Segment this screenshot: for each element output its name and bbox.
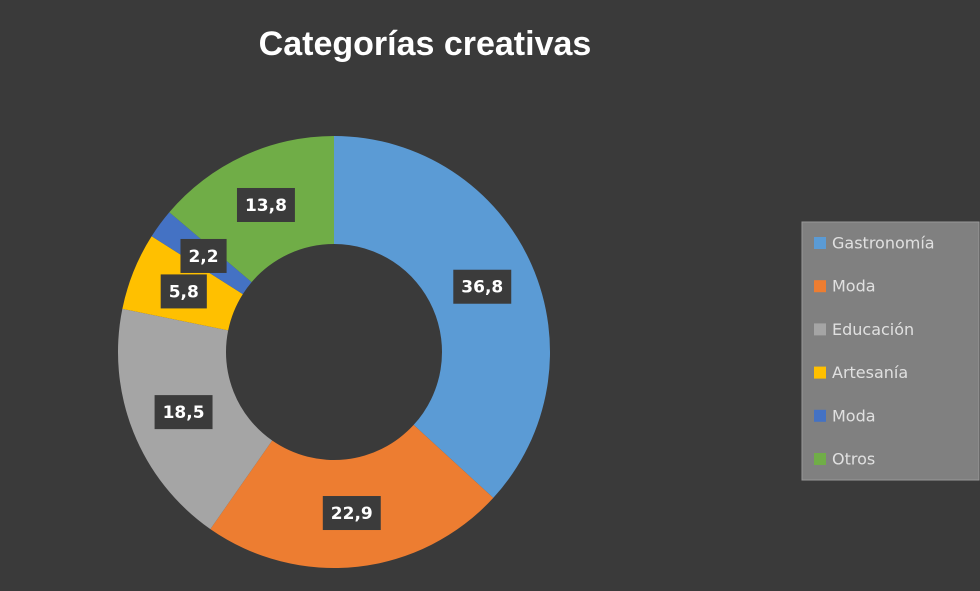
legend-swatch xyxy=(814,280,826,293)
legend-swatch xyxy=(814,323,826,336)
data-label: 22,9 xyxy=(331,504,373,524)
data-label: 18,5 xyxy=(163,403,205,423)
legend-swatch xyxy=(814,366,826,379)
data-label-box xyxy=(154,395,213,430)
legend-label: Otros xyxy=(832,450,875,469)
data-label-box xyxy=(160,274,207,309)
legend-label: Gastronomía xyxy=(832,234,935,253)
legend-label: Moda xyxy=(832,277,876,296)
data-label-box xyxy=(236,187,295,222)
legend-label: Artesanía xyxy=(832,363,908,382)
data-label-box xyxy=(453,269,512,304)
legend-box xyxy=(801,221,980,481)
legend-swatch xyxy=(814,237,826,249)
data-label: 2,2 xyxy=(188,247,218,267)
donut-segment xyxy=(334,136,550,498)
data-label: 36,8 xyxy=(461,278,503,298)
legend-swatch xyxy=(814,453,826,465)
legend-swatch xyxy=(814,409,826,422)
data-label: 13,8 xyxy=(245,196,287,216)
data-label-box xyxy=(322,496,381,531)
data-label: 5,8 xyxy=(169,282,199,302)
legend-label: Moda xyxy=(832,406,876,425)
data-label-box xyxy=(180,238,227,273)
legend-label: Educación xyxy=(832,320,914,339)
chart-title: Categorías creativas xyxy=(259,25,592,63)
